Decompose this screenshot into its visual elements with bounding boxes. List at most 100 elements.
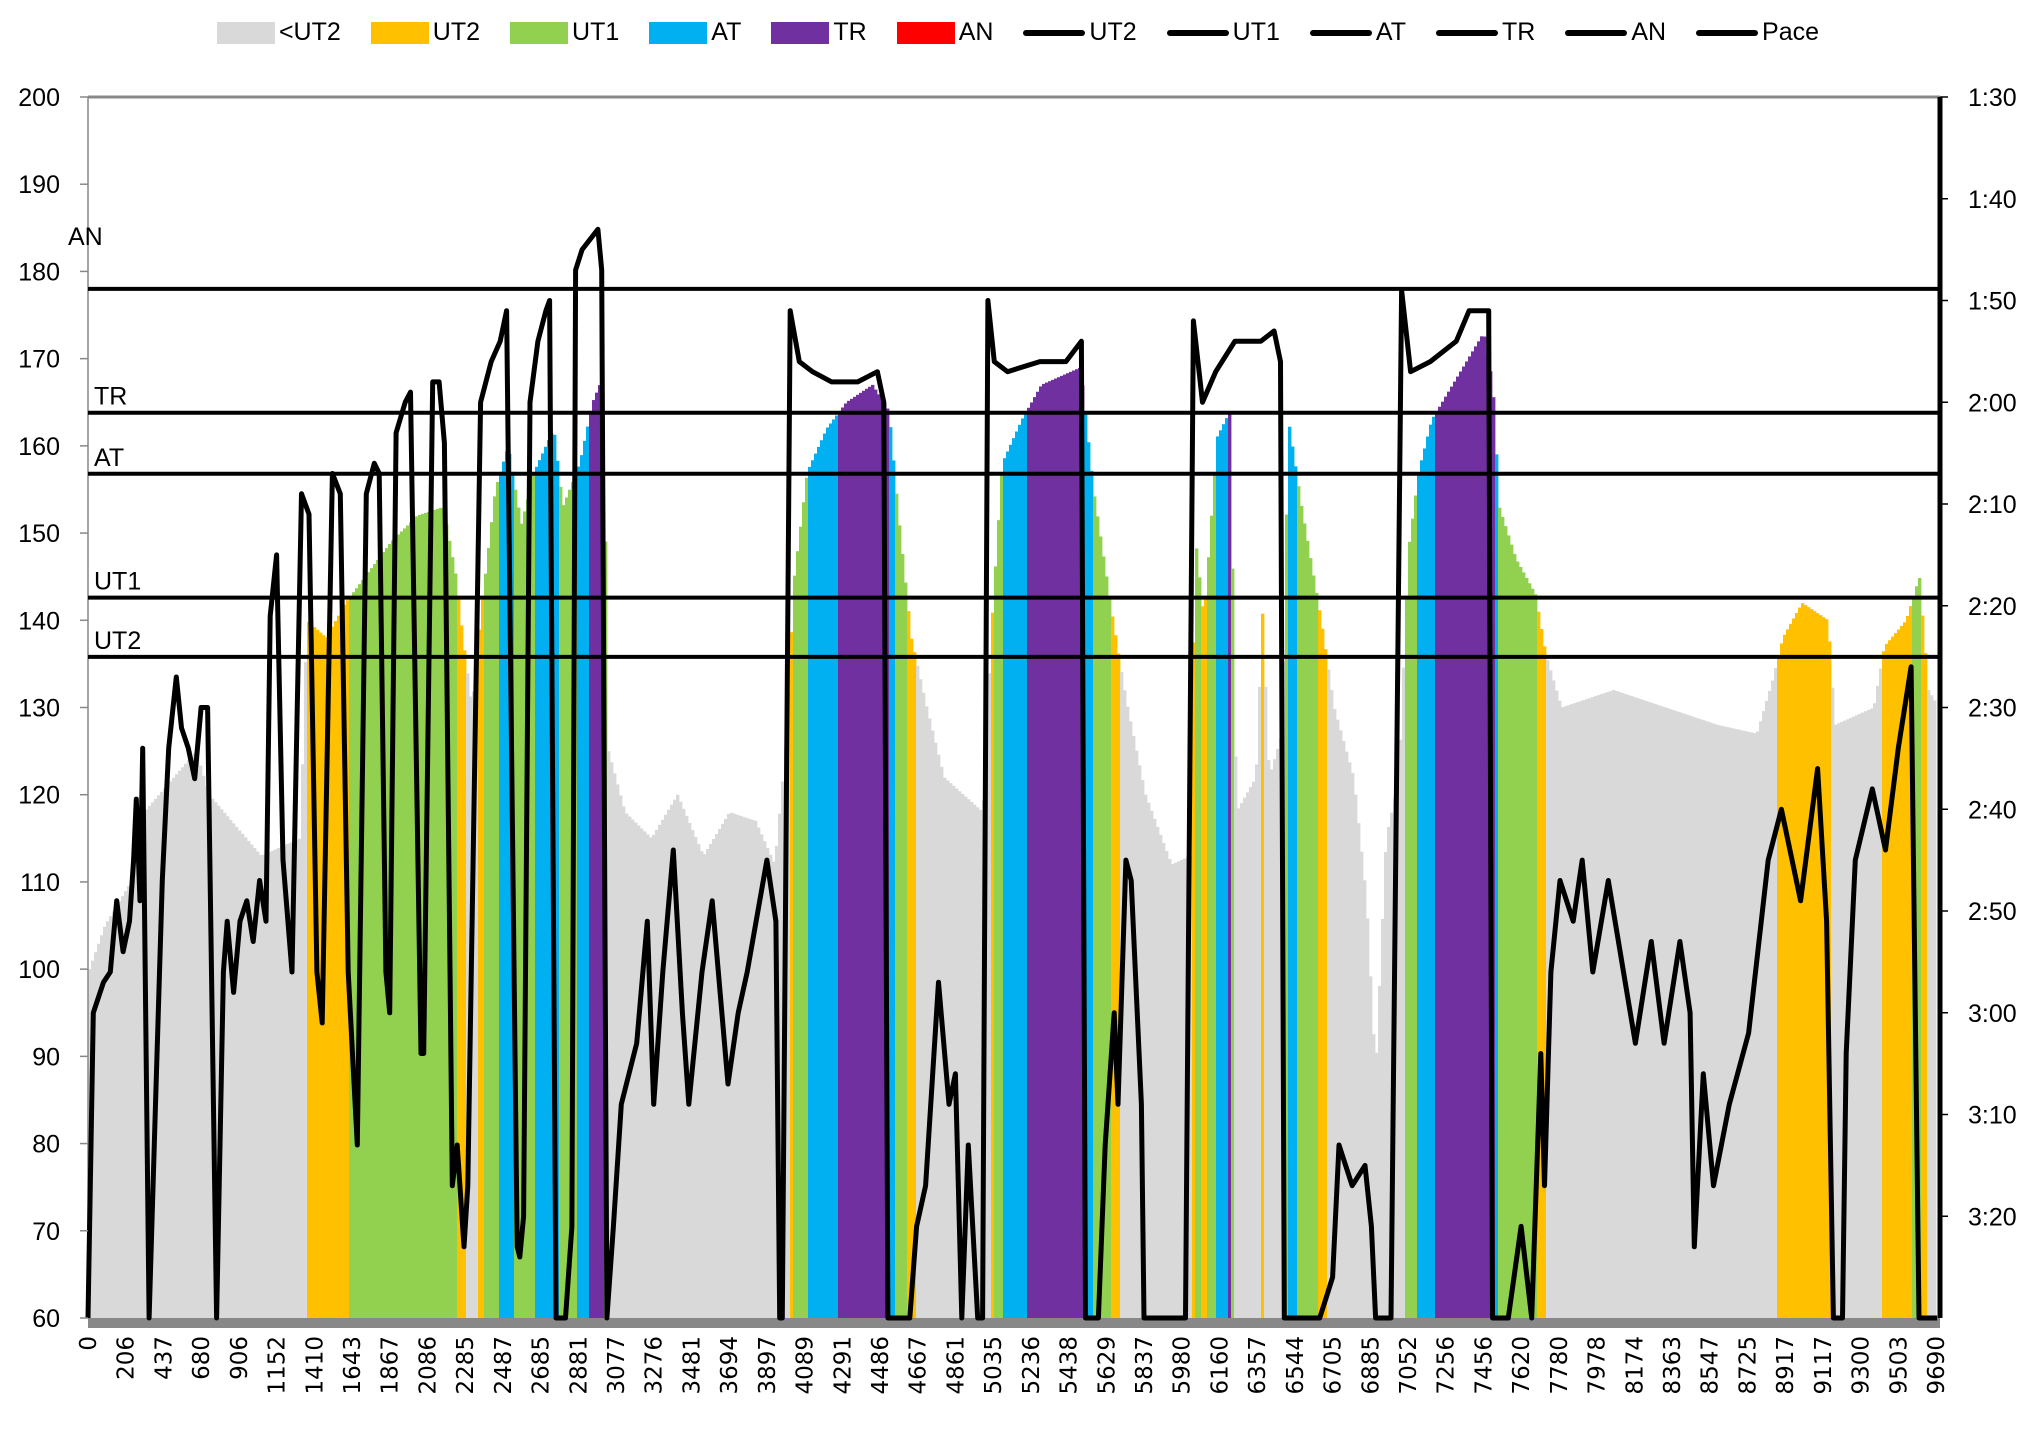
- x-tick-label: 206: [114, 1336, 140, 1380]
- hr-bar: [439, 507, 443, 1318]
- hr-bar: [661, 819, 665, 1318]
- hr-bar: [1597, 695, 1601, 1318]
- hr-bar: [1207, 557, 1211, 1318]
- hr-bar: [1024, 413, 1028, 1318]
- legend-swatch: [1696, 29, 1759, 36]
- hr-bar: [1711, 723, 1715, 1318]
- hr-bar: [1183, 858, 1187, 1318]
- hr-bar: [1210, 515, 1214, 1318]
- hr-bar: [94, 952, 98, 1318]
- hr-bar: [1078, 367, 1082, 1318]
- hr-bar: [838, 411, 842, 1318]
- hr-bar: [1663, 707, 1667, 1318]
- y2-tick-label: 1:30: [1968, 84, 2017, 112]
- hr-bar: [1432, 416, 1436, 1319]
- legend-item-area-ltut2: <UT2: [216, 18, 341, 47]
- hr-bar: [619, 795, 623, 1318]
- hr-bar: [1696, 718, 1700, 1318]
- x-tick-label: 2881: [566, 1336, 592, 1395]
- hr-bar: [574, 474, 578, 1318]
- hr-bar: [1810, 609, 1814, 1318]
- hr-bar: [1501, 516, 1505, 1318]
- hr-bar: [1234, 756, 1238, 1318]
- hr-bar: [760, 834, 764, 1318]
- hr-bar: [1153, 818, 1157, 1318]
- y-tick-label: 100: [18, 956, 60, 984]
- hr-bar: [1504, 526, 1508, 1318]
- x-tick-label: 8547: [1698, 1336, 1724, 1395]
- legend-swatch: [771, 21, 830, 44]
- x-tick-label: 680: [189, 1336, 215, 1380]
- x-tick-label: 9690: [1924, 1336, 1950, 1395]
- hr-bar: [1336, 719, 1340, 1318]
- hr-bar: [1168, 859, 1172, 1318]
- hr-bar: [1108, 596, 1112, 1318]
- hr-bar: [1042, 383, 1046, 1318]
- hr-bar: [1762, 711, 1766, 1318]
- legend-item-area-an: AN: [896, 18, 993, 47]
- hr-bar: [1141, 780, 1145, 1318]
- hr-bar: [1117, 653, 1121, 1318]
- hr-bar: [1228, 411, 1232, 1319]
- hr-bar: [697, 844, 701, 1318]
- hr-bar: [1783, 634, 1787, 1318]
- hr-bar: [460, 625, 464, 1318]
- hr-bar: [610, 762, 614, 1318]
- hr-bar: [1819, 615, 1823, 1318]
- legend-item-line-ut1: UT1: [1166, 18, 1280, 47]
- hr-bar: [1516, 561, 1520, 1318]
- hr-bar: [259, 855, 263, 1318]
- hr-bar: [1021, 418, 1025, 1318]
- x-tick-label: 8174: [1622, 1336, 1648, 1395]
- hr-bar: [463, 650, 467, 1318]
- hr-bar: [817, 446, 821, 1318]
- hr-bar: [958, 791, 962, 1318]
- hr-bar: [535, 466, 539, 1318]
- hr-bar: [505, 451, 509, 1318]
- hr-bar: [1624, 694, 1628, 1318]
- hr-bar: [1714, 724, 1718, 1318]
- hr-bar: [1768, 690, 1772, 1318]
- hr-bar: [1522, 572, 1526, 1318]
- hr-bar: [1387, 826, 1391, 1318]
- hr-bar: [208, 795, 212, 1318]
- legend-label: AT: [1375, 18, 1406, 46]
- hr-bar: [1909, 606, 1913, 1318]
- hr-bar: [1192, 642, 1196, 1318]
- y2-tick-label: 1:50: [1968, 288, 2017, 316]
- hr-bar: [1162, 842, 1166, 1318]
- hr-bar: [100, 935, 104, 1318]
- hr-bar: [1726, 727, 1730, 1318]
- hr-bar: [421, 513, 425, 1318]
- x-tick-label: 6705: [1321, 1336, 1347, 1395]
- hr-bar: [1318, 610, 1322, 1318]
- hr-bar: [1894, 633, 1898, 1318]
- hr-bar: [1360, 851, 1364, 1318]
- hr-bar: [1072, 370, 1076, 1318]
- hr-bar: [1213, 474, 1217, 1319]
- hr-bar: [1636, 698, 1640, 1318]
- hr-bar: [1384, 852, 1388, 1318]
- hr-bar: [1189, 855, 1193, 1318]
- hr-bar: [1441, 401, 1445, 1318]
- hr-bar: [1693, 717, 1697, 1318]
- hr-bar: [820, 440, 824, 1318]
- hr-bar: [184, 763, 188, 1318]
- x-tick-label: 7620: [1509, 1336, 1535, 1395]
- legend-label: UT2: [1089, 18, 1137, 46]
- x-tick-label: 5438: [1057, 1336, 1083, 1395]
- hr-bar: [178, 770, 182, 1318]
- hr-bar: [1519, 566, 1523, 1318]
- hr-bar: [1507, 535, 1511, 1318]
- hr-bar: [109, 916, 113, 1318]
- hr-bar: [1030, 402, 1034, 1318]
- hr-bar: [1873, 703, 1877, 1318]
- hr-bar: [1903, 622, 1907, 1318]
- hr-bar: [925, 706, 929, 1318]
- hr-bar: [1864, 711, 1868, 1318]
- hr-bar: [1015, 431, 1019, 1318]
- hr-bar: [1804, 605, 1808, 1318]
- x-tick-label: 6885: [1358, 1336, 1384, 1395]
- legend-swatch: [649, 21, 708, 44]
- hr-bar: [1621, 693, 1625, 1318]
